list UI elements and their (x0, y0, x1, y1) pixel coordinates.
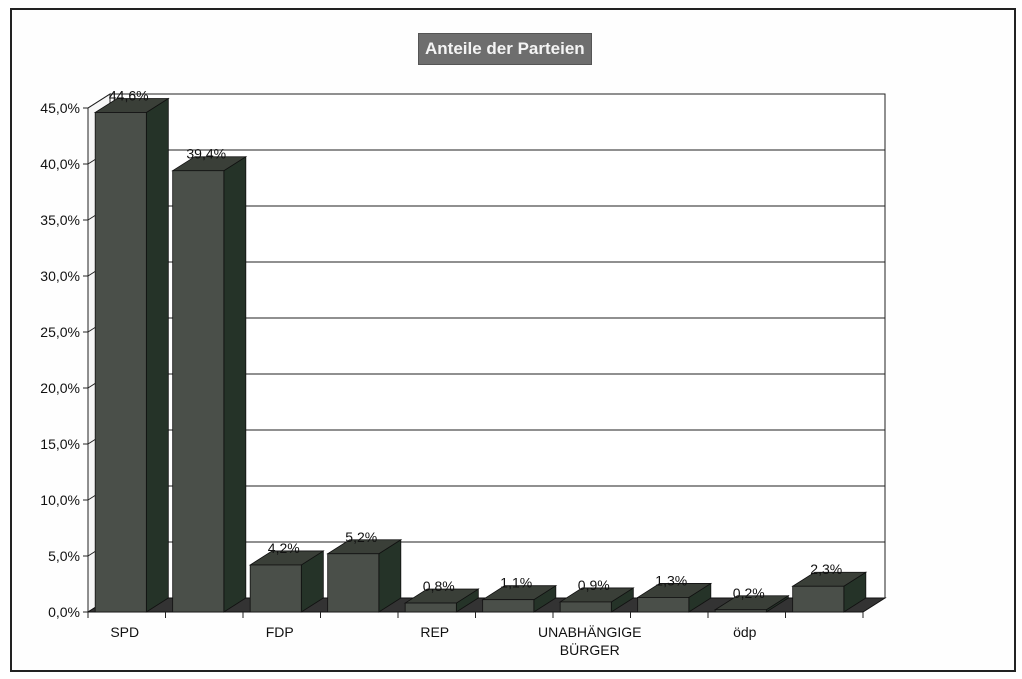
x-tick-label: REP (420, 624, 449, 640)
data-label: 0,8% (423, 578, 455, 594)
bar (94, 112, 147, 613)
y-tick-label: 0,0% (48, 604, 80, 620)
x-tick-label: ödp (733, 624, 757, 640)
data-label: 1,3% (655, 572, 687, 588)
bar (559, 601, 612, 613)
y-tick-label: 5,0% (48, 548, 80, 564)
data-label: 0,2% (733, 585, 765, 601)
y-tick-label: 40,0% (40, 156, 80, 172)
y-tick-label: 30,0% (40, 268, 80, 284)
bar (327, 553, 380, 613)
data-label: 4,2% (268, 540, 300, 556)
bar (714, 609, 767, 613)
bar-side (145, 97, 169, 613)
bar (172, 170, 225, 613)
y-tick-label: 20,0% (40, 380, 80, 396)
y-tick-label: 25,0% (40, 324, 80, 340)
bar (404, 602, 457, 613)
bar (637, 597, 690, 613)
bar-side (223, 155, 247, 613)
x-tick-label: UNABHÄNGIGE BÜRGER (538, 624, 641, 658)
gridline-diagonal (87, 93, 111, 109)
bar (482, 599, 535, 613)
y-tick-label: 10,0% (40, 492, 80, 508)
y-tick-label: 15,0% (40, 436, 80, 452)
bar (249, 564, 302, 613)
y-tick-label: 45,0% (40, 100, 80, 116)
data-label: 1,1% (500, 575, 532, 591)
x-tick-label: FDP (266, 624, 294, 640)
chart-title: Anteile der Parteien (418, 33, 592, 65)
data-label: 44,6% (109, 87, 149, 103)
y-tick-label: 35,0% (40, 212, 80, 228)
data-label: 5,2% (345, 529, 377, 545)
bar (792, 585, 845, 613)
data-label: 39,4% (186, 146, 226, 162)
data-label: 2,3% (810, 561, 842, 577)
data-label: 0,9% (578, 577, 610, 593)
x-tick-label: SPD (110, 624, 139, 640)
